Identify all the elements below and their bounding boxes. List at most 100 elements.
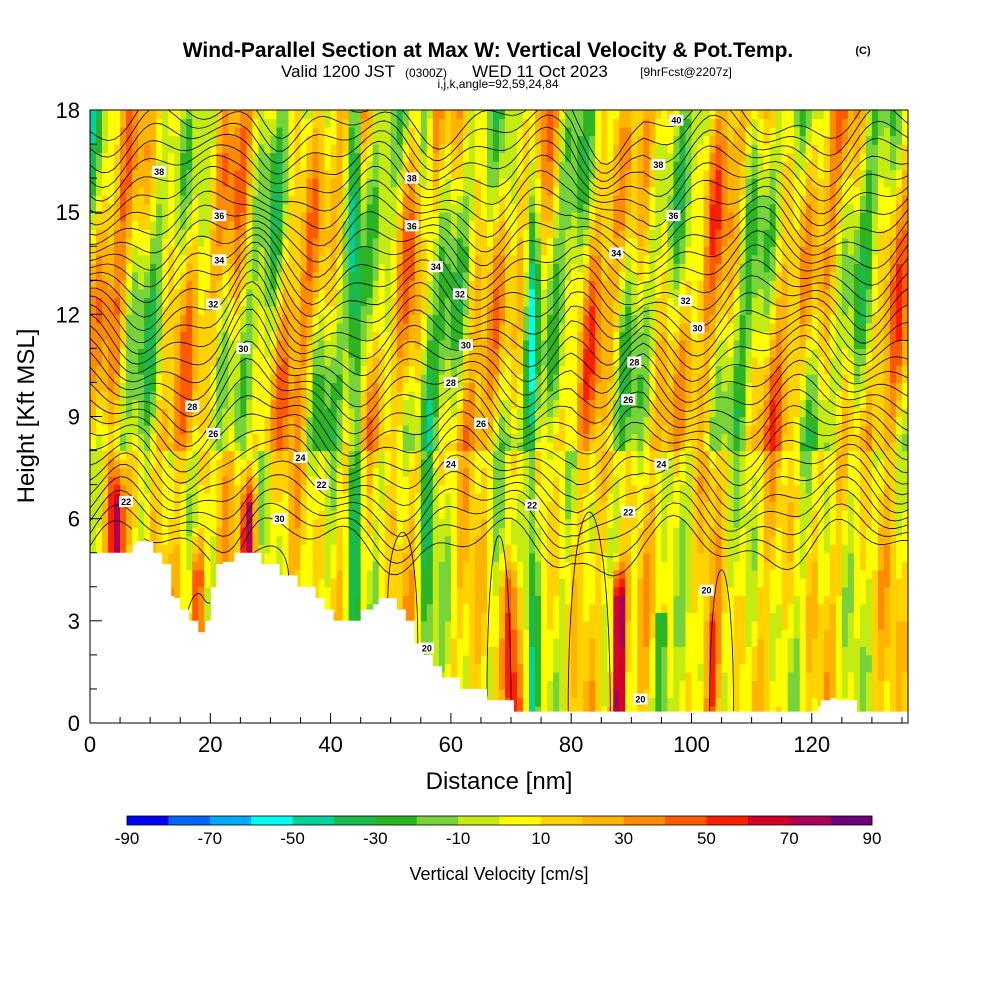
field-cell	[192, 169, 199, 179]
field-cell	[523, 459, 530, 469]
field-cell	[300, 416, 308, 426]
field-cell	[450, 646, 458, 656]
field-cell	[438, 442, 446, 452]
field-cell	[246, 433, 253, 443]
field-cell	[511, 237, 518, 247]
field-cell	[426, 425, 434, 435]
field-cell	[330, 135, 338, 145]
field-cell	[306, 433, 314, 443]
field-cell	[420, 552, 428, 562]
field-cell	[192, 144, 199, 154]
field-cell	[529, 152, 536, 162]
field-cell	[486, 169, 494, 179]
field-cell	[492, 544, 500, 554]
field-cell	[342, 433, 350, 443]
field-cell	[240, 433, 247, 443]
field-cell	[474, 663, 482, 673]
field-cell	[306, 229, 314, 239]
field-cell	[312, 561, 320, 571]
field-cell	[132, 195, 139, 205]
field-cell	[198, 425, 205, 435]
field-cell	[565, 263, 572, 273]
field-cell	[456, 629, 464, 639]
field-cell	[144, 229, 151, 239]
field-cell	[156, 178, 163, 188]
field-cell	[102, 544, 109, 554]
field-cell	[336, 561, 344, 571]
field-cell	[276, 288, 284, 298]
field-cell	[318, 314, 326, 324]
field-cell	[432, 629, 440, 639]
field-cell	[168, 144, 175, 154]
field-cell	[126, 373, 133, 384]
field-cell	[577, 442, 584, 452]
field-cell	[535, 578, 542, 588]
field-cell	[252, 144, 260, 154]
field-cell	[426, 331, 434, 341]
field-cell	[312, 220, 320, 230]
field-cell	[264, 169, 272, 179]
field-cell	[384, 220, 392, 230]
field-cell	[378, 220, 386, 230]
field-cell	[108, 501, 115, 511]
field-cell	[144, 433, 151, 443]
field-cell	[553, 586, 560, 596]
field-cell	[450, 476, 458, 486]
field-cell	[264, 322, 272, 332]
field-cell	[420, 144, 428, 154]
field-cell	[252, 459, 260, 469]
field-cell	[541, 459, 548, 469]
field-cell	[150, 425, 157, 435]
field-cell	[342, 339, 350, 349]
field-cell	[354, 161, 362, 171]
field-cell	[138, 442, 145, 452]
field-cell	[499, 127, 506, 137]
field-cell	[535, 356, 542, 367]
field-cell	[432, 135, 440, 145]
field-cell	[234, 280, 241, 290]
field-cell	[162, 390, 169, 401]
field-cell	[541, 135, 548, 145]
field-cell	[517, 152, 524, 162]
field-cell	[132, 178, 139, 188]
field-cell	[300, 288, 308, 298]
field-cell	[324, 433, 332, 443]
field-cell	[96, 331, 103, 341]
field-cell	[480, 527, 488, 537]
field-cell	[517, 671, 524, 682]
field-cell	[360, 552, 368, 562]
field-cell	[438, 484, 446, 494]
field-cell	[535, 271, 542, 281]
field-cell	[547, 365, 554, 375]
field-cell	[480, 178, 488, 188]
field-cell	[276, 407, 284, 418]
field-cell	[511, 688, 518, 699]
field-cell	[354, 510, 362, 520]
field-cell	[318, 178, 326, 188]
field-cell	[246, 356, 253, 367]
field-cell	[402, 493, 410, 503]
field-cell	[186, 416, 193, 426]
field-cell	[517, 476, 524, 486]
field-cell	[294, 459, 302, 469]
field-cell	[120, 161, 127, 171]
field-cell	[90, 263, 97, 273]
field-cell	[462, 467, 470, 477]
field-cell	[324, 271, 332, 281]
field-cell	[577, 663, 584, 673]
field-cell	[505, 305, 512, 315]
field-cell	[210, 407, 217, 418]
field-cell	[511, 484, 518, 494]
field-cell	[318, 442, 326, 452]
field-cell	[258, 356, 266, 367]
field-cell	[384, 544, 392, 554]
field-cell	[571, 680, 578, 690]
field-cell	[492, 263, 500, 273]
field-cell	[96, 314, 103, 324]
field-cell	[468, 595, 476, 605]
field-cell	[132, 212, 139, 222]
field-cell	[222, 518, 229, 528]
field-cell	[234, 442, 241, 452]
field-cell	[529, 263, 536, 273]
field-cell	[384, 527, 392, 537]
